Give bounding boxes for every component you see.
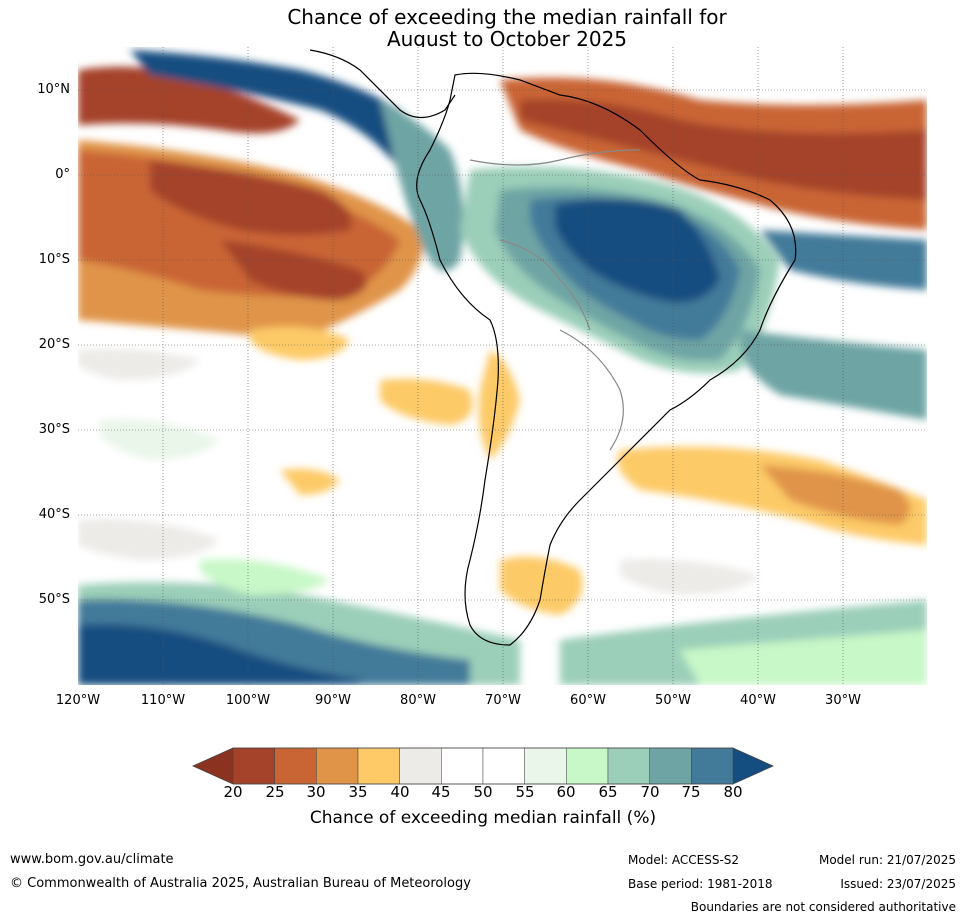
lon-label-70w: 70°W	[485, 693, 521, 708]
colorbar-high-arrow	[733, 748, 773, 784]
colorbar-cell	[316, 747, 359, 785]
map-title-line2: August to October 2025	[386, 27, 628, 51]
lat-label-10n: 10°N	[37, 82, 70, 97]
lon-label-40w: 40°W	[740, 693, 776, 708]
lon-label-60w: 60°W	[570, 693, 606, 708]
colorbar-low-arrow	[193, 748, 233, 784]
colorbar	[192, 747, 774, 785]
website-link[interactable]: www.bom.gov.au/climate	[10, 852, 174, 867]
colorbar-tick: 25	[265, 783, 285, 801]
map-title-line1: Chance of exceeding the median rainfall …	[287, 5, 727, 29]
coastline	[416, 72, 797, 646]
lat-label-50s: 50°S	[38, 592, 70, 607]
central-america-coast	[309, 49, 456, 119]
colorbar-cell	[274, 747, 317, 785]
colorbar-cell	[691, 747, 734, 785]
lon-label-100w: 100°W	[225, 693, 271, 708]
lon-label-110w: 110°W	[140, 693, 186, 708]
colorbar-tick: 35	[348, 783, 368, 801]
colorbar-tick: 50	[473, 783, 493, 801]
lon-label-50w: 50°W	[655, 693, 691, 708]
colorbar-tick: 65	[598, 783, 618, 801]
colorbar-cell	[566, 747, 609, 785]
colorbar-tick: 70	[640, 783, 660, 801]
colorbar-cell	[357, 747, 400, 785]
model-run-text: Model run: 21/07/2025	[818, 853, 956, 867]
lon-label-80w: 80°W	[400, 693, 436, 708]
colorbar-cell	[482, 747, 525, 785]
lat-label-0: 0°	[55, 167, 70, 182]
lon-label-120w: 120°W	[55, 693, 101, 708]
colorbar-cell	[399, 747, 442, 785]
model-text: Model: ACCESS-S2	[628, 853, 740, 867]
lat-label-20s: 20°S	[38, 337, 70, 352]
colorbar-label: Chance of exceeding median rainfall (%)	[309, 808, 657, 828]
graticule	[78, 47, 927, 685]
colorbar-tick: 55	[515, 783, 535, 801]
colorbar-tick: 30	[306, 783, 326, 801]
colorbar-cell	[441, 747, 484, 785]
colorbar-tick: 45	[431, 783, 451, 801]
country-borders	[469, 149, 641, 451]
boundaries-note: Boundaries are not considered authoritat…	[690, 900, 956, 914]
lon-label-90w: 90°W	[315, 693, 351, 708]
lon-label-30w: 30°W	[825, 693, 861, 708]
colorbar-tick: 40	[390, 783, 410, 801]
colorbar-cell	[649, 747, 692, 785]
base-period-text: Base period: 1981-2018	[628, 877, 773, 891]
colorbar-cell	[524, 747, 567, 785]
lat-label-30s: 30°S	[38, 422, 70, 437]
copyright-text: © Commonwealth of Australia 2025, Austra…	[10, 876, 471, 891]
map-field	[78, 47, 927, 685]
lat-label-40s: 40°S	[38, 507, 70, 522]
issued-text: Issued: 23/07/2025	[840, 877, 956, 891]
colorbar-tick: 75	[681, 783, 701, 801]
lat-label-10s: 10°S	[38, 252, 70, 267]
colorbar-cell	[232, 747, 275, 785]
colorbar-cell	[607, 747, 650, 785]
colorbar-tick: 20	[223, 783, 243, 801]
colorbar-tick: 80	[723, 783, 743, 801]
colorbar-tick: 60	[556, 783, 576, 801]
